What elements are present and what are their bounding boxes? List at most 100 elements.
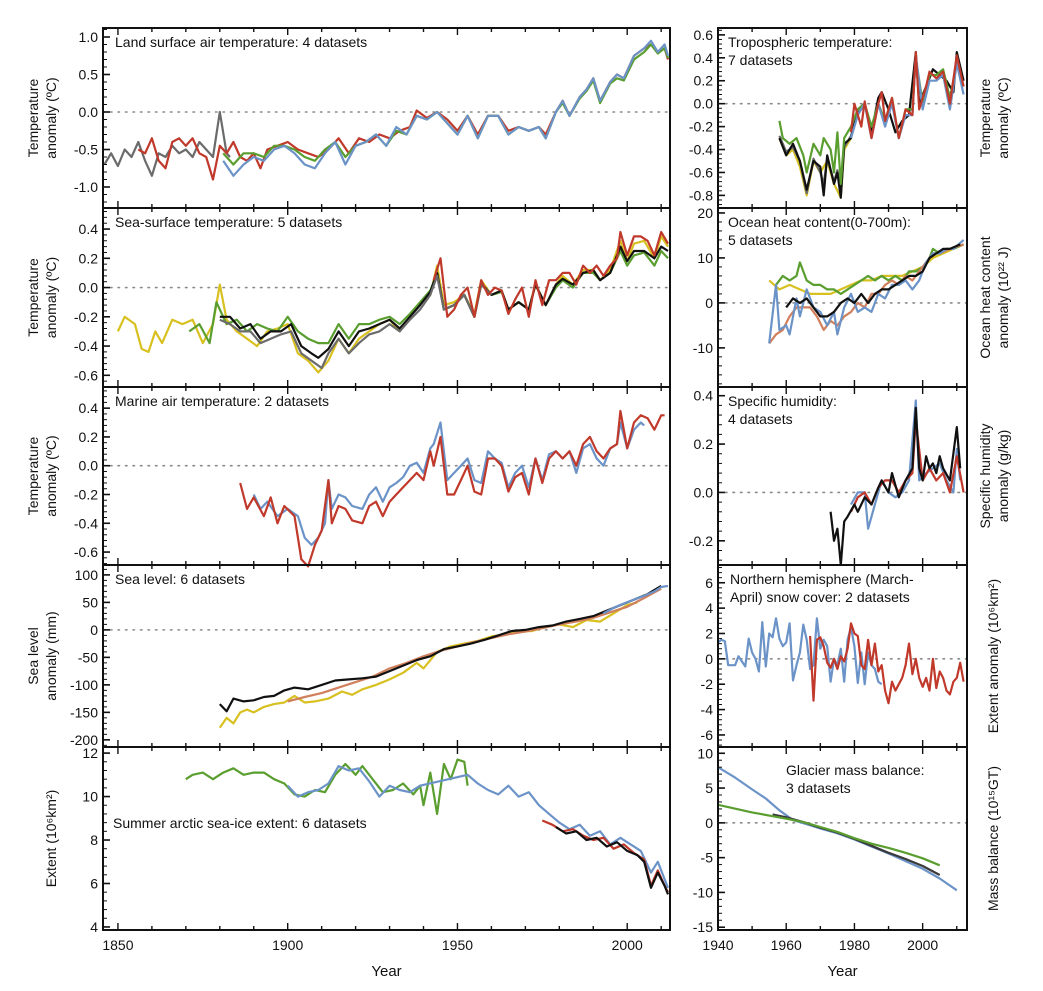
x-axis-label: Year <box>371 963 401 980</box>
data-series-line <box>809 622 965 705</box>
y-tick-label: 0.0 <box>694 96 714 112</box>
y-tick-label: -0.6 <box>74 544 98 560</box>
y-tick-label: -0.6 <box>689 164 713 180</box>
data-series-line <box>850 418 965 513</box>
x-tick-label: 1980 <box>839 937 870 953</box>
panel-3: 100 50 0 -50 -100 -150 -200 Sea level: 6 datase… <box>25 564 671 748</box>
plot-frame <box>102 564 671 748</box>
y-tick-label: -5 <box>701 850 714 866</box>
plot-frame <box>102 207 671 388</box>
y-tick-label: -0.4 <box>689 142 713 158</box>
x-tick-label: 1950 <box>442 937 473 953</box>
y-tick-label: -0.6 <box>74 367 98 383</box>
y-tick-label: -10 <box>693 884 713 900</box>
data-series-line <box>287 587 662 703</box>
y-tick-label: -0.4 <box>74 338 98 354</box>
y-tick-label: 6 <box>90 875 98 891</box>
y-axis-label: Specific humidity <box>977 423 993 528</box>
y-axis-label: anomaly (10²² J) <box>995 247 1011 349</box>
x-axis-label: Year <box>827 963 857 980</box>
panel-title: Glacier mass balance: <box>786 762 925 778</box>
y-tick-label: 10 <box>82 789 98 805</box>
y-tick-label: 0.0 <box>79 458 99 474</box>
data-series-line <box>768 243 964 345</box>
panel-title: Sea level: 6 datasets <box>115 571 245 587</box>
data-series-line <box>850 399 962 530</box>
panel-title: 3 datasets <box>786 780 851 796</box>
panel-title: 4 datasets <box>728 411 793 427</box>
y-axis-label: Sea level <box>25 627 41 685</box>
y-tick-label: 0.2 <box>79 429 99 445</box>
panel-title: Sea-surface temperature: 5 datasets <box>115 214 342 230</box>
y-axis-label: Temperature <box>25 78 41 157</box>
y-tick-label: 50 <box>82 594 98 610</box>
panel-title: April) snow cover: 2 datasets <box>730 589 910 605</box>
y-tick-label: -0.2 <box>74 309 98 325</box>
y-tick-label: 0.4 <box>79 400 99 416</box>
x-tick-label: 1850 <box>102 937 133 953</box>
y-axis-label: Extent anomaly (10⁶km²) <box>985 579 1001 733</box>
data-series-line <box>432 230 669 318</box>
y-axis-label: Extent (10⁶km²) <box>43 790 59 888</box>
y-tick-label: 10 <box>697 250 713 266</box>
y-tick-label: -15 <box>693 919 713 935</box>
panel-title: 7 datasets <box>728 52 793 68</box>
panel-title: Land surface air temperature: 4 datasets <box>115 34 367 50</box>
y-axis-label: Temperature <box>25 258 41 337</box>
data-series-line <box>222 39 670 177</box>
y-tick-label: 2 <box>705 625 713 641</box>
y-axis-label: anomaly (ºC) <box>43 257 59 338</box>
x-tick-label: 2000 <box>612 937 643 953</box>
y-tick-label: 0 <box>705 815 713 831</box>
x-tick-label: 1940 <box>702 937 733 953</box>
data-series-line <box>849 51 965 140</box>
data-series-line <box>849 54 965 140</box>
y-axis-label: anomaly (ºC) <box>995 77 1011 158</box>
y-tick-label: 0.4 <box>694 50 714 66</box>
y-tick-label: 6 <box>705 575 713 591</box>
plot-frame <box>102 386 671 566</box>
y-axis-label: Temperature <box>977 78 993 157</box>
y-axis-label: Ocean heat content <box>977 236 993 358</box>
x-tick-label: 2000 <box>907 937 938 953</box>
y-axis-label: anomaly (mm) <box>43 611 59 700</box>
data-series-line <box>222 43 670 166</box>
panel-1: 0.4 0.2 0.0 -0.2 -0.4 -0.6 Sea-surface tempera… <box>25 207 671 388</box>
data-series-line <box>103 110 231 177</box>
data-series-line <box>219 274 493 370</box>
y-axis-label: anomaly (g/kg) <box>995 430 1011 523</box>
y-tick-label: -100 <box>70 677 98 693</box>
y-tick-label: 0.2 <box>79 250 99 266</box>
y-tick-label: -0.2 <box>689 533 713 549</box>
y-tick-label: -0.2 <box>74 486 98 502</box>
y-tick-label: 0 <box>705 651 713 667</box>
y-tick-label: 0.5 <box>79 67 99 83</box>
y-axis-label: Mass balance (10¹⁵GT) <box>985 766 1001 911</box>
y-tick-label: 4 <box>705 600 713 616</box>
panel-2: 0.4 0.2 0.0 -0.2 -0.4 -0.6 Marine air temperat… <box>25 386 671 568</box>
data-series-line <box>829 406 962 567</box>
y-tick-label: 0.2 <box>694 436 714 452</box>
y-tick-label: 0.0 <box>79 104 99 120</box>
panel-title: 5 datasets <box>728 232 793 248</box>
plot-frame <box>717 746 968 931</box>
y-tick-label: 100 <box>75 567 99 583</box>
y-tick-label: 8 <box>90 832 98 848</box>
y-tick-label: -1.0 <box>74 179 98 195</box>
panel-title: Specific humidity: <box>728 393 837 409</box>
y-axis-label: anomaly (ºC) <box>43 77 59 158</box>
panel-8: 6 4 2 0 -2 -4 -6 Northern hemisphere (March- Apr… <box>701 564 1001 748</box>
panel-title: Marine air temperature: 2 datasets <box>115 393 329 409</box>
y-tick-label: 1.0 <box>79 29 99 45</box>
data-series-line <box>717 617 883 686</box>
x-tick-label: 1900 <box>272 937 303 953</box>
x-tick-label: 1960 <box>771 937 802 953</box>
y-tick-label: -0.4 <box>74 515 98 531</box>
panel-0: 1.0 0.5 0.0 -0.5 -1.0 Land surface air temper… <box>25 27 671 209</box>
y-tick-label: 20 <box>697 205 713 221</box>
data-series-line <box>555 826 670 895</box>
y-axis-label: Temperature <box>25 436 41 515</box>
data-series-line <box>239 409 665 568</box>
y-tick-label: -200 <box>70 732 98 748</box>
